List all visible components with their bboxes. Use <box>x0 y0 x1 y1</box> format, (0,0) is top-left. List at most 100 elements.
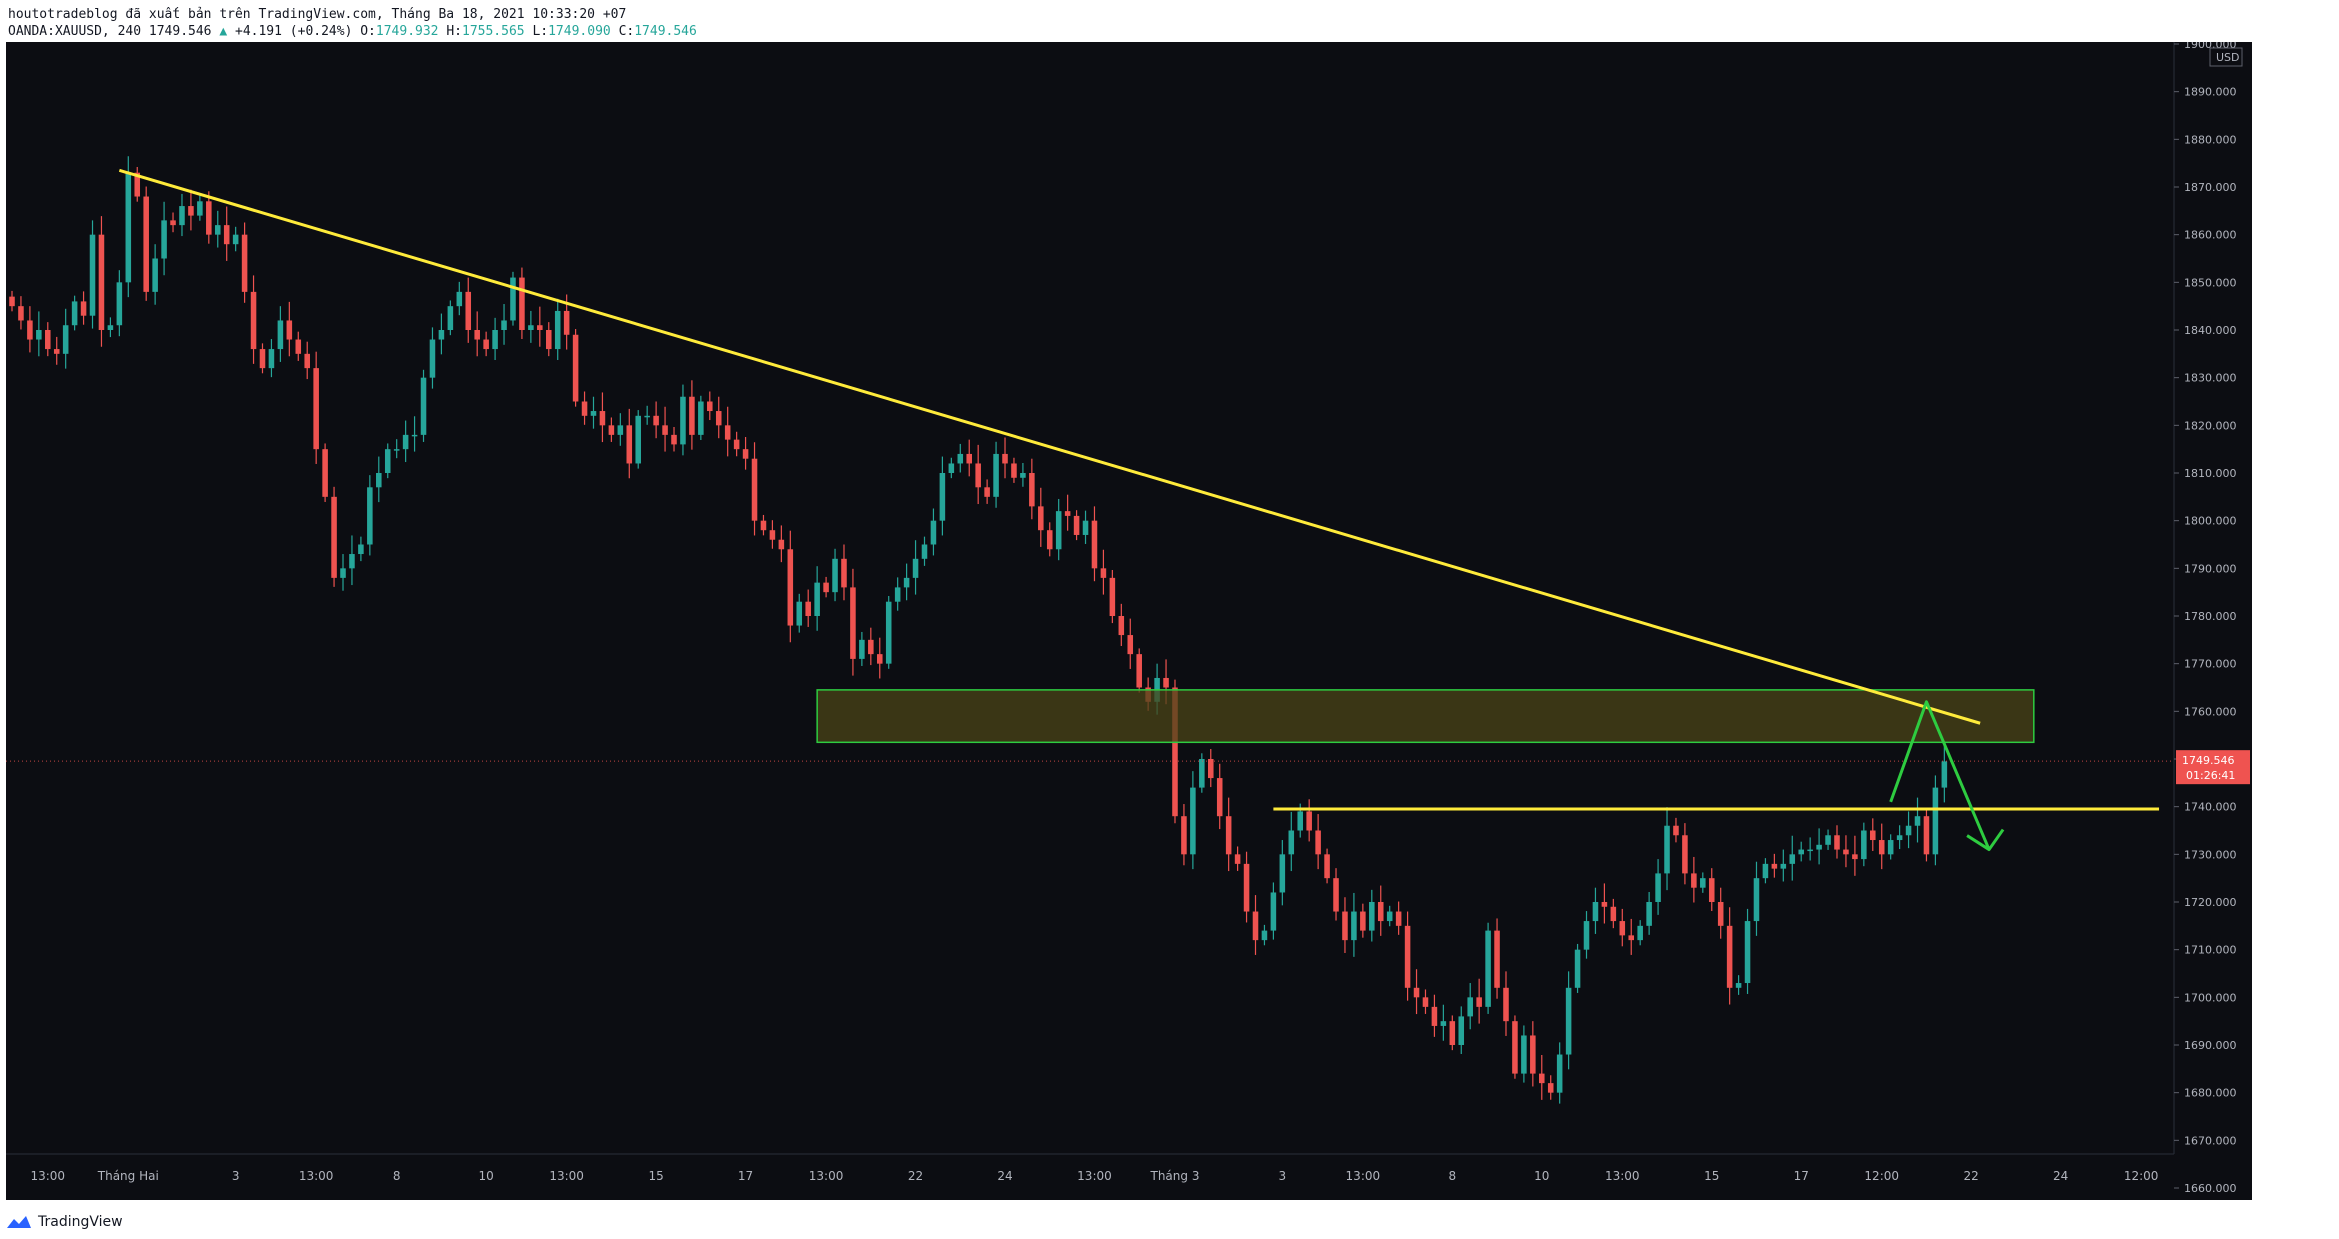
candle-body <box>107 325 114 330</box>
price-tick-label: 1800.000 <box>2184 515 2237 528</box>
projection-arrow <box>1889 700 1991 851</box>
high-value: 1755.565 <box>462 24 525 39</box>
candle-body <box>715 411 722 426</box>
candlestick-chart[interactable]: 1660.000 1670.000 1680.000 1690.000 1700.000… <box>6 38 2252 1200</box>
candle-body <box>429 339 436 378</box>
candle-body <box>1923 816 1930 855</box>
candle-body <box>733 439 740 450</box>
candle-body <box>841 558 847 588</box>
candle-body <box>1449 1021 1456 1045</box>
candle-body <box>98 234 105 330</box>
candle-body <box>823 582 829 593</box>
price-tick-label: 1880.000 <box>2184 133 2237 146</box>
candle-body <box>313 368 319 450</box>
candle-body <box>689 396 695 435</box>
candle-body <box>1843 849 1849 855</box>
candle-body <box>1297 811 1304 831</box>
candle-body <box>295 339 302 354</box>
candle-body <box>537 325 543 330</box>
candle-body <box>1789 854 1796 864</box>
time-tick-label: 17 <box>1794 1169 1809 1183</box>
candle-body <box>1020 473 1026 478</box>
chart-area[interactable]: 1660.000 1670.000 1680.000 1690.000 1700.000… <box>6 38 2252 1200</box>
price-tick-label: 1710.000 <box>2184 944 2237 957</box>
candle-body <box>1494 930 1500 988</box>
candle-body <box>1458 1016 1465 1045</box>
candle-body <box>1351 911 1357 941</box>
candle-body <box>1753 878 1760 922</box>
candle-body <box>80 301 87 316</box>
candle-body <box>1539 1073 1545 1084</box>
candle-body <box>420 377 427 435</box>
candle-body <box>1521 1035 1527 1074</box>
candle-body <box>1386 911 1393 922</box>
candle-body <box>268 349 275 369</box>
candle-body <box>948 463 955 473</box>
price-tick-label: 1850.000 <box>2184 276 2237 289</box>
time-tick-label: 13:00 <box>1346 1169 1381 1183</box>
close-value: 1749.546 <box>634 24 697 39</box>
candle-body <box>1029 473 1035 507</box>
low-label: L: <box>532 24 549 39</box>
candle-body <box>1834 835 1840 850</box>
candle-body <box>554 310 561 350</box>
candle-body <box>545 330 552 350</box>
candle-body <box>1861 830 1867 860</box>
high-label: H: <box>446 24 462 39</box>
candle-body <box>474 330 480 340</box>
candle-body <box>680 396 686 445</box>
candle-body <box>367 487 373 545</box>
candle-body <box>868 639 874 655</box>
time-tick-label: 3 <box>232 1169 240 1183</box>
candle-body <box>805 601 811 616</box>
candle-body <box>1700 878 1706 888</box>
candle-body <box>1878 840 1885 855</box>
candle-body <box>519 277 525 330</box>
candle-body <box>9 296 15 307</box>
time-tick-label: Tháng Hai <box>97 1169 159 1183</box>
candle-body <box>179 206 185 226</box>
candle-body <box>188 206 194 216</box>
open-value: 1749.932 <box>375 24 439 39</box>
candle-body <box>1038 506 1044 531</box>
candle-body <box>1360 911 1366 931</box>
candle-body <box>340 568 346 578</box>
candle-body <box>492 330 498 350</box>
candle-body <box>1011 463 1017 478</box>
candle-body <box>1225 816 1232 855</box>
candle-body <box>599 411 606 426</box>
candle-body <box>1306 811 1312 831</box>
candle-body <box>778 539 785 550</box>
candle-body <box>751 458 758 521</box>
candle-body <box>322 449 328 497</box>
candle-body <box>724 425 731 440</box>
candle-body <box>966 453 973 464</box>
candle-body <box>707 401 713 412</box>
candle-body <box>876 654 883 664</box>
descending-trendline <box>118 168 1981 725</box>
candle-body <box>277 320 284 350</box>
candle-body <box>1431 1006 1438 1026</box>
candle-body <box>456 291 463 307</box>
candle-body <box>1530 1035 1536 1074</box>
price-tick-label: 1810.000 <box>2184 467 2237 480</box>
time-tick-label: 13:00 <box>30 1169 65 1183</box>
candle-body <box>1592 902 1599 922</box>
candle-body <box>1485 930 1491 1007</box>
candle-body <box>921 544 928 559</box>
candle-body <box>465 291 472 330</box>
time-tick-label: 15 <box>648 1169 663 1183</box>
candle-body <box>769 530 776 540</box>
candle-body <box>1503 987 1509 1022</box>
candle-body <box>859 639 865 659</box>
candle-body <box>957 453 964 464</box>
candle-body <box>1136 654 1142 688</box>
candle-body <box>698 401 704 435</box>
open-label: O: <box>360 24 376 39</box>
candle-body <box>1825 835 1831 845</box>
candle-body <box>1082 520 1089 535</box>
candle-body <box>18 306 24 321</box>
price-tick-label: 1700.000 <box>2184 991 2237 1004</box>
time-tick-label: 24 <box>2053 1169 2068 1183</box>
candle-body <box>617 425 624 435</box>
